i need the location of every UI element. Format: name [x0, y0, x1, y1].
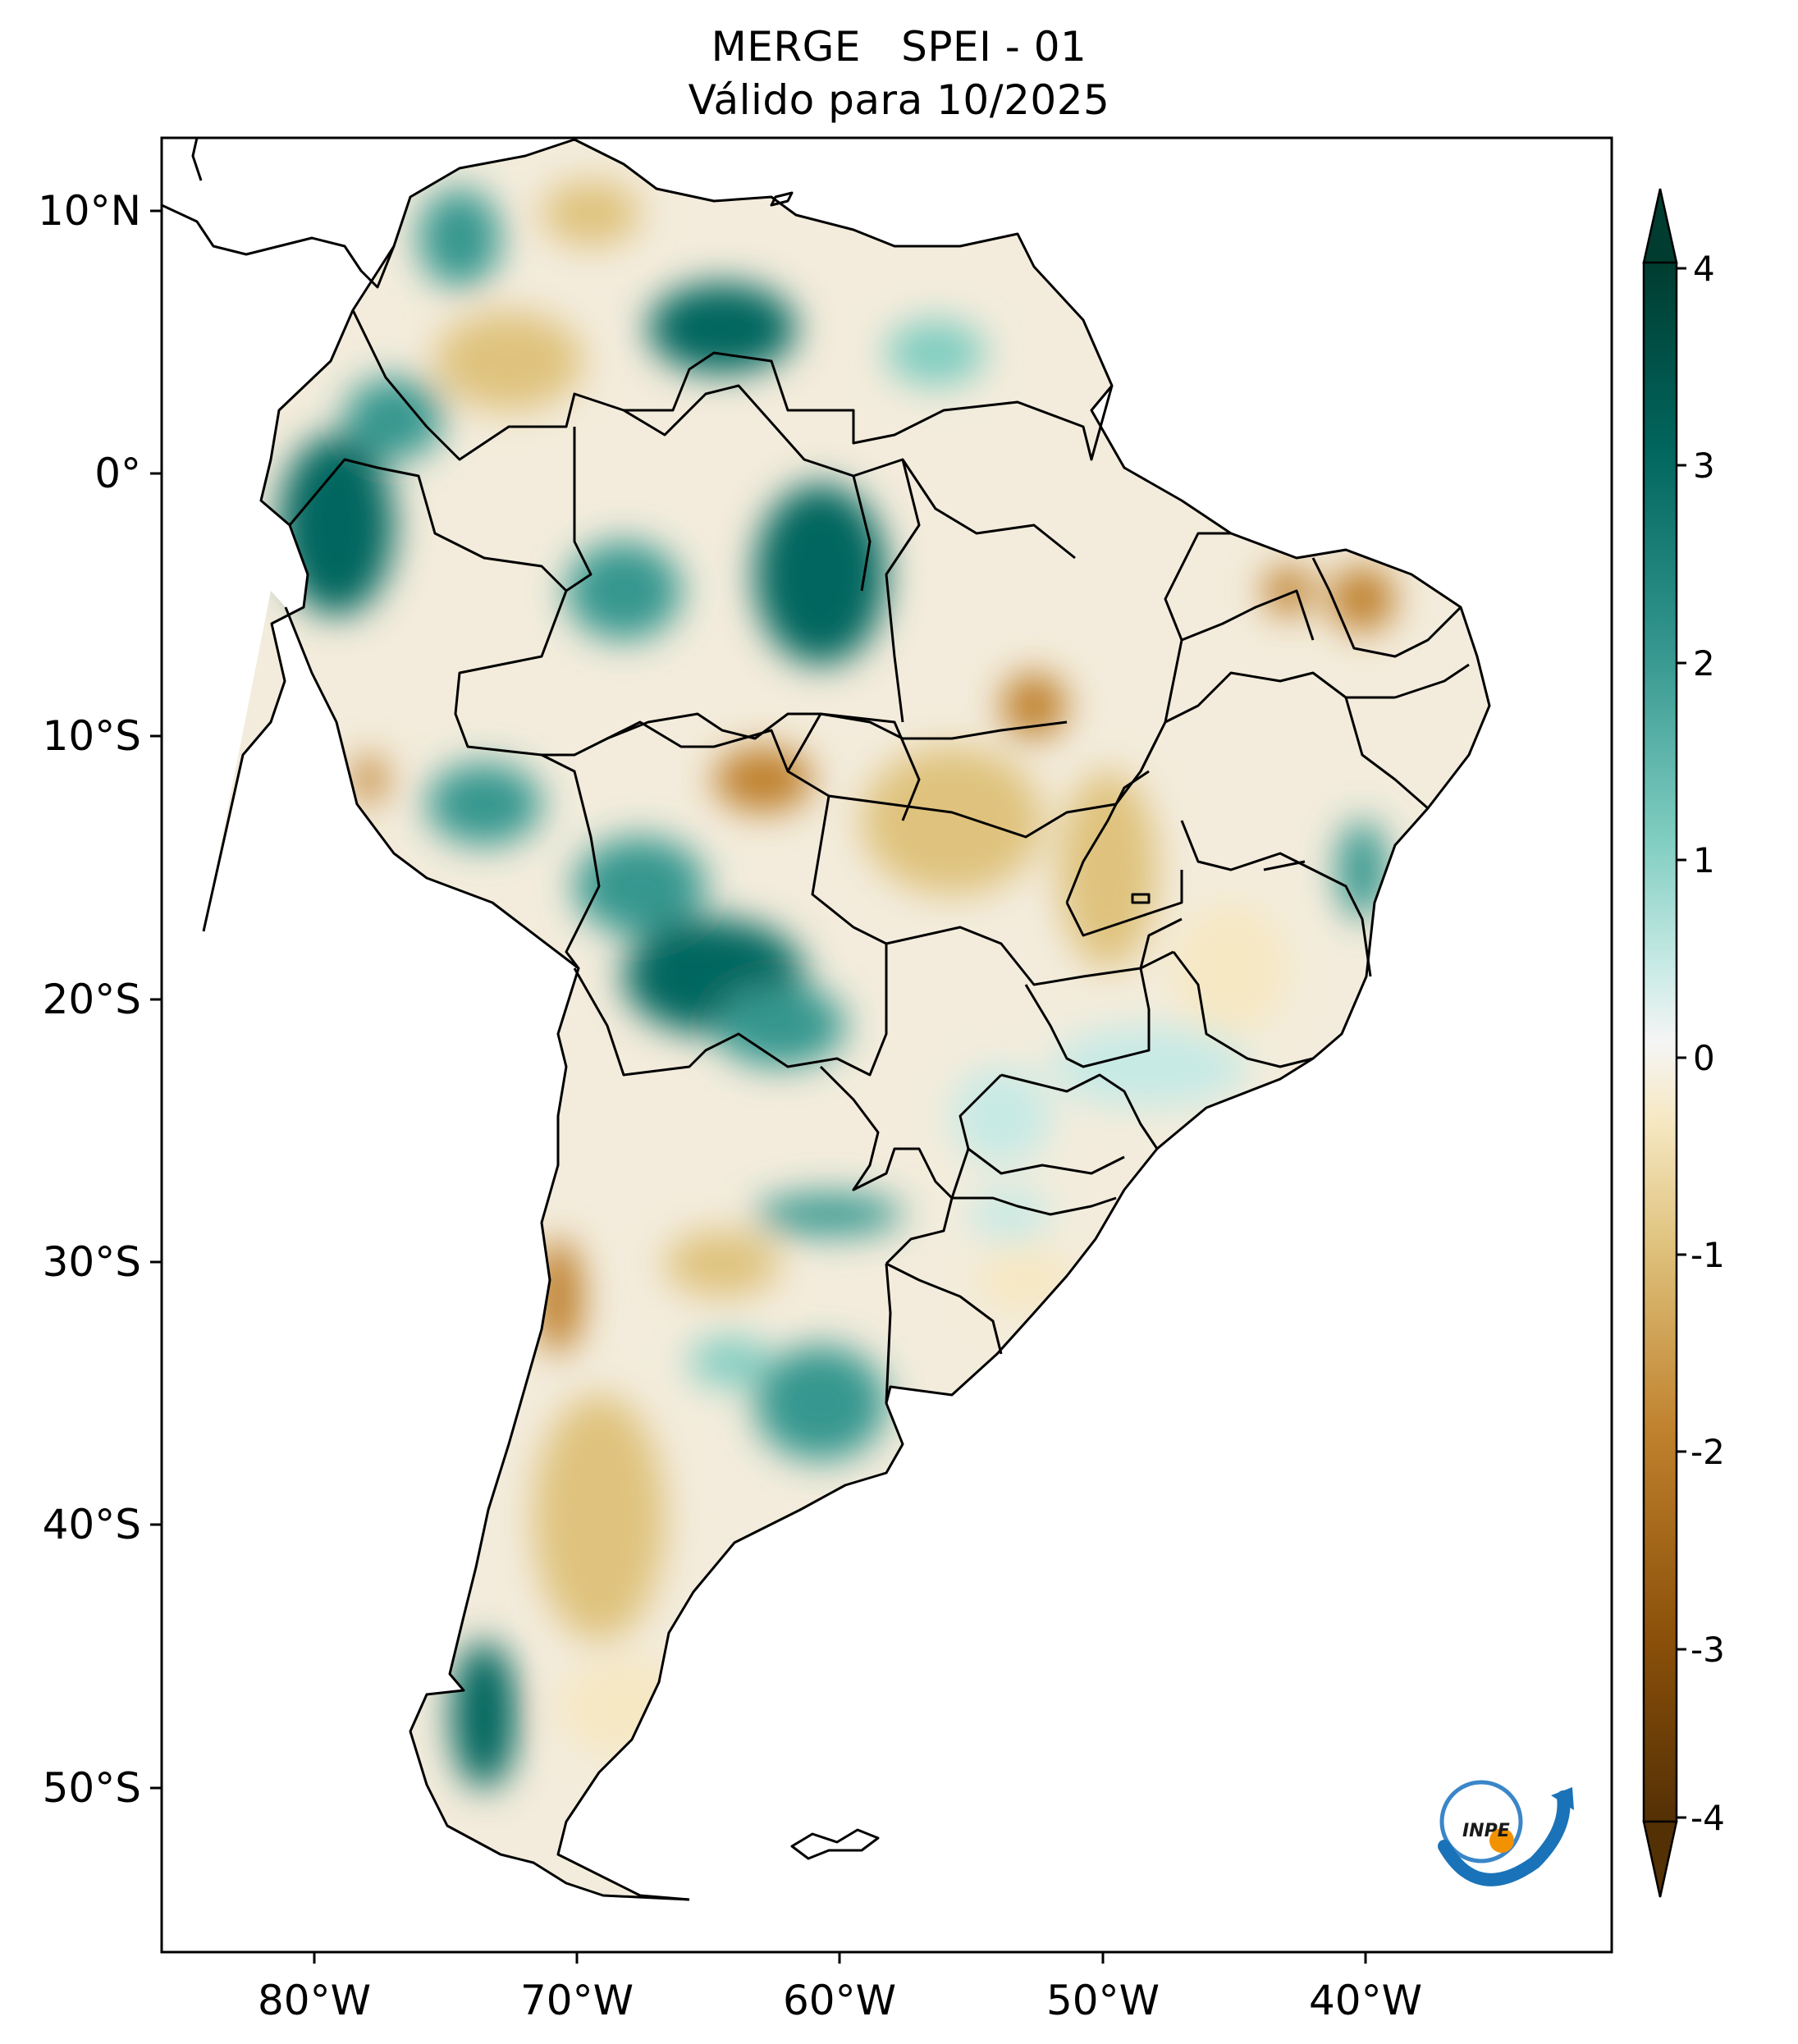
lat-label: 20°S [43, 976, 141, 1023]
lon-label: 40°W [1309, 1977, 1422, 2024]
map-title-line1: MERGE SPEI - 01 [711, 23, 1087, 71]
coastlines-borders [162, 138, 1491, 1901]
colorbar-tick-label: -1 [1690, 1235, 1725, 1275]
colorbar-extend-min [1642, 1820, 1678, 1898]
lat-label: 40°S [43, 1501, 141, 1548]
lon-label: 80°W [258, 1977, 371, 2024]
colorbar-tick-label: -2 [1690, 1432, 1725, 1472]
lat-label: 50°S [43, 1764, 141, 1812]
map-frame [160, 136, 1613, 1954]
colorbar-ramp [1642, 261, 1678, 1823]
lon-label: 50°W [1046, 1977, 1160, 2024]
map-title-line2: Válido para 10/2025 [688, 76, 1110, 124]
inpe-logo-text: INPE [1462, 1821, 1510, 1841]
longitude-axis [313, 1952, 1367, 1964]
lat-label: 0° [94, 450, 141, 497]
inpe-logo: INPE [1438, 1780, 1574, 1886]
colorbar-extend-max [1642, 188, 1678, 264]
lat-label: 10°N [38, 187, 141, 235]
colorbar-tick-label: 2 [1693, 643, 1715, 684]
colorbar-tick-label: 1 [1693, 840, 1715, 880]
colorbar-tick-label: 0 [1693, 1038, 1715, 1078]
lat-label: 30°S [43, 1238, 141, 1286]
colorbar-tick-label: -3 [1690, 1630, 1725, 1670]
lat-label: 10°S [43, 712, 141, 760]
lon-label: 60°W [783, 1977, 896, 2024]
colorbar-tick-label: -4 [1690, 1798, 1725, 1838]
lon-label: 70°W [520, 1977, 634, 2024]
latitude-axis [150, 209, 162, 1790]
colorbar-tick-label: 3 [1693, 446, 1715, 486]
colorbar: 4 3 2 1 0 -1 -2 -3 -4 [1642, 188, 1725, 1898]
colorbar-tick-label: 4 [1693, 249, 1715, 289]
